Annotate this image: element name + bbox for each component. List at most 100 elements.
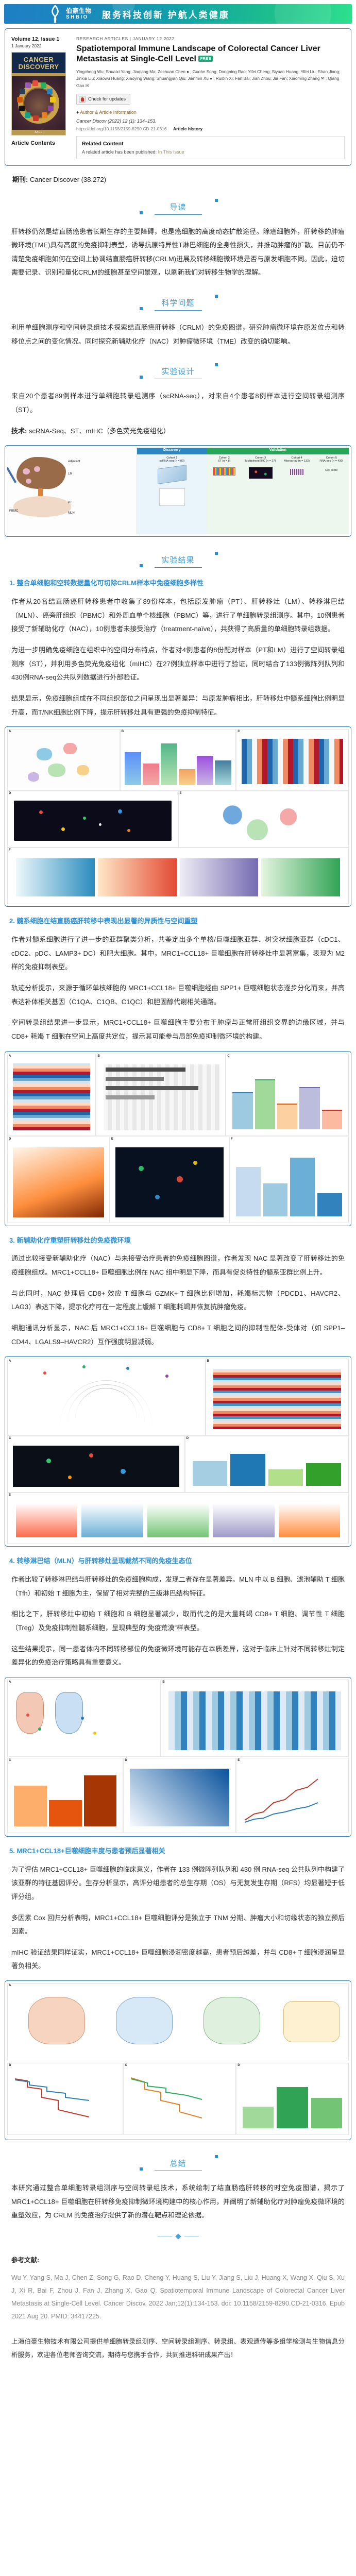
article-history-link[interactable]: Article history (173, 126, 203, 131)
figure-1-validation-header: Validation (207, 448, 349, 455)
summary-paragraph: 本研究通过整合单细胞转录组测序与空间转录组技术，系统绘制了结直肠癌肝转移的时空免… (11, 2184, 345, 2219)
article-page: 伯豪生物 SHBIO 服务科技创新 护航人类健康 Volume 12, Issu… (4, 4, 356, 2359)
volume-date: 1 January 2022 (11, 43, 42, 48)
result-heading-2: 2. 髓系细胞在结直肠癌肝转移中表现出显著的异质性与空间重塑 (9, 917, 198, 925)
cover-band-bottom: AACR (12, 130, 65, 135)
result-2-paragraph-2: 轨迹分析提示，来源于循环单核细胞的 MRC1+CCL18+ 巨噬细胞经由 SPP… (11, 984, 345, 1006)
figure-1-label-mln: MLN (68, 512, 75, 515)
crossmark-icon (79, 95, 86, 103)
result-1-paragraph-1: 作者从20名结直肠癌肝转移患者中收集了89份样本，包括原发肿瘤（PT）、肝转移灶… (11, 598, 345, 633)
article-screenshot-card: Volume 12, Issue 1 1 January 2022 CANCER… (5, 28, 351, 166)
result-1-paragraph-2: 为进一步明确免疫细胞在组织中的空间分布特点，作者对4例患者的8份配对样本（PT和… (11, 646, 345, 682)
section-heading-kexue-label: 科学问题 (161, 299, 195, 308)
section-heading-daodu-label: 导读 (169, 202, 187, 212)
figure-1-cell-score-label: Cell score (325, 469, 338, 472)
result-3-paragraph-3: 细胞通讯分析显示，NAC 后 MRC1+CCL18+ 巨噬细胞与 CD8+ T … (11, 1324, 345, 1346)
doi-link[interactable]: https://doi.org/10.1158/2159-8290.CD-21-… (76, 126, 167, 131)
section-heading-jieguo: 实验结果 (139, 552, 218, 568)
decorative-divider (157, 2233, 199, 2240)
design-paragraph: 来自20个患者89例样本进行单细胞转录组测序（scRNA-seq），对来自4个患… (11, 392, 345, 414)
result-heading-4: 4. 转移淋巴结（MLN）与肝转移灶呈现截然不同的免疫生态位 (9, 1557, 192, 1565)
question-paragraph: 利用单细胞测序和空间转录组技术探索结直肠癌肝转移（CRLM）的免疫图谱，研究肿瘤… (11, 324, 345, 345)
section-heading-zongjie: 总结 (139, 2155, 218, 2172)
section-heading-zongjie-label: 总结 (169, 2159, 187, 2168)
journal-info-line: 期刊: Cancer Discover (38.272) (12, 174, 356, 184)
related-content-title: Related Content (82, 140, 124, 147)
figure-1-cohort1-desc: scRNA-seq (n = 89) (159, 460, 184, 463)
result-5-paragraph-3: mIHC 验证结果同样证实，MRC1+CCL18+ 巨噬细胞浸润密度越高，患者预… (11, 1948, 345, 1970)
citation-line: Cancer Discov (2022) 12 (1): 134–153. (76, 118, 157, 124)
cover-line-2: DISCOVERY (18, 62, 59, 71)
figure-1-cohort3-name: Cohort 3 (255, 456, 266, 460)
journal-cover-column: Volume 12, Issue 1 1 January 2022 CANCER… (11, 36, 69, 159)
result-5-paragraph-2: 多因素 Cox 回归分析表明，MRC1+CCL18+ 巨噬细胞评分是独立于 TN… (11, 1913, 345, 1936)
figure-6-box: A B C (5, 1980, 351, 2141)
result-heading-3: 3. 新辅助化疗重塑肝转移灶的免疫微环境 (9, 1236, 131, 1244)
author-article-information-toggle[interactable]: + Author & Article Information (76, 110, 345, 115)
design-tech-value: scRNA-Seq、ST、mIHC（多色荧光免疫组化） (28, 427, 170, 435)
figure-1-cohort2-desc: ST (n = 8) (217, 460, 231, 463)
figure-5-image: A B C (7, 1679, 349, 1834)
result-heading-5: 5. MRC1+CCL18+巨噬细胞丰度与患者预后显著相关 (9, 1846, 165, 1855)
cover-artwork (12, 76, 65, 130)
article-kicker: RESEARCH ARTICLES | JANUARY 12 2022 (76, 36, 175, 41)
cover-band-top (12, 73, 65, 77)
result-2-paragraph-3: 空间转录组结果进一步显示，MRC1+CCL18+ 巨噬细胞主要分布于肿瘤与正常肝… (11, 1019, 345, 1040)
result-1-paragraph-3: 结果显示，免疫细胞组成在不同组织部位之间呈现出显著差异：与原发肿瘤相比，肝转移灶… (11, 694, 345, 716)
author-article-information-label: Author & Article Information (80, 109, 137, 115)
figure-1-cohort4-desc: Microarray (n = 133) (284, 460, 310, 463)
article-contents-title: Article Contents (11, 140, 55, 147)
references-title: 参考文献: (11, 2256, 40, 2264)
references-text: Wu Y, Yang S, Ma J, Chen Z, Song G, Rao … (11, 2274, 345, 2320)
section-heading-sheji: 实验设计 (139, 363, 218, 380)
cover-line-1: CANCER (23, 56, 54, 63)
related-content-box: Related Content A related article has be… (76, 135, 345, 159)
journal-cover-image: CANCER DISCOVERY (11, 52, 66, 136)
intro-paragraph: 肝转移仍然是结直肠癌患者长期生存的主要障碍，也是癌细胞的高度动态扩散途径。除癌细… (11, 227, 345, 277)
section-heading-daodu: 导读 (139, 198, 218, 215)
article-meta-column: RESEARCH ARTICLES | JANUARY 12 2022 Spat… (69, 36, 345, 159)
check-for-updates-button[interactable]: Check for updates (76, 93, 131, 105)
related-content-link[interactable]: In This Issue (158, 149, 184, 155)
brand-lockup: 伯豪生物 SHBIO (66, 8, 92, 20)
doi-line: https://doi.org/10.1158/2159-8290.CD-21-… (76, 126, 345, 131)
result-heading-1: 1. 整合单细胞和空转数据量化可切除CRLM样本中免疫细胞多样性 (9, 579, 204, 587)
check-for-updates-label: Check for updates (88, 96, 126, 102)
brand-name-cn: 伯豪生物 (66, 7, 92, 14)
figure-2-box: A B (5, 726, 351, 907)
figure-1-box: Adjacent LM PT MLN PBMC Discovery Valida… (5, 445, 351, 537)
author-list: Yingcheng Wu; Shuaixi Yang; Jiaqiang Ma;… (76, 69, 341, 88)
figure-3-image: A B C (7, 1053, 349, 1224)
volume-label: Volume 12, Issue 1 (11, 36, 60, 42)
article-title: Spatiotemporal Immune Landscape of Color… (76, 44, 345, 65)
section-heading-kexue: 科学问题 (139, 295, 218, 311)
result-2-paragraph-1: 作者对髓系细胞进行了进一步的亚群聚类分析，共鉴定出多个单核/巨噬细胞亚群、树突状… (11, 936, 345, 971)
figure-6-image: A B C (7, 1983, 349, 2138)
figure-1-cohort1-name: Cohort 1 (166, 456, 178, 460)
section-heading-jieguo-label: 实验结果 (161, 556, 195, 565)
figure-1-label-adjacent: Adjacent (68, 460, 80, 464)
figure-1-label-pt: PT (68, 501, 72, 505)
figure-1-cohort3-desc: Multiplexed IHC (n = 27) (245, 460, 276, 463)
result-3-paragraph-1: 通过比较接受新辅助化疗（NAC）与未接受治疗患者的免疫细胞图谱，作者发现 NAC… (11, 1255, 345, 1276)
brand-name-en: SHBIO (66, 14, 89, 20)
site-banner: 伯豪生物 SHBIO 服务科技创新 护航人类健康 (4, 4, 352, 24)
tail-note: 上海伯豪生物技术有限公司提供单细胞转录组测序、空间转录组测序、转录组、表观遗传等… (11, 2337, 345, 2359)
result-4-paragraph-3: 这些结果提示，同一患者体内不同转移部位的免疫微环境可能存在本质差异，这对于临床上… (11, 1645, 345, 1667)
figure-1-cohort5-desc: RNA-seq (n = 430) (319, 460, 344, 463)
design-tech-label: 技术: (11, 427, 27, 435)
figure-1-image: Adjacent LM PT MLN PBMC Discovery Valida… (7, 448, 349, 535)
related-content-text: A related article has been published: (82, 149, 157, 155)
result-4-paragraph-1: 作者比较了转移淋巴结与肝转移灶的免疫细胞构成，发现二者存在显著差异。MLN 中以… (11, 1575, 345, 1597)
journal-value: Cancer Discover (38.272) (29, 175, 107, 183)
result-4-paragraph-2: 相比之下，肝转移灶中初始 T 细胞和 B 细胞显著减少，取而代之的是大量耗竭 C… (11, 1610, 345, 1632)
figure-2-image: A B (7, 729, 349, 905)
result-3-paragraph-2: 与此同时，NAC 处理后 CD8+ 效应 T 细胞与 GZMK+ T 细胞比例增… (11, 1289, 345, 1311)
design-tech-line: 技术: scRNA-Seq、ST、mIHC（多色荧光免疫组化） (11, 425, 345, 438)
dna-helix-icon (46, 4, 64, 24)
figure-5-box: A B C (5, 1676, 351, 1837)
article-title-text: Spatiotemporal Immune Landscape of Color… (76, 44, 320, 64)
figure-3-box: A B C (5, 1050, 351, 1226)
figure-4-box: A B C (5, 1356, 351, 1547)
result-5-paragraph-1: 为了评估 MRC1+CCL18+ 巨噬细胞的临床意义，作者在 133 例微阵列队… (11, 1865, 345, 1901)
